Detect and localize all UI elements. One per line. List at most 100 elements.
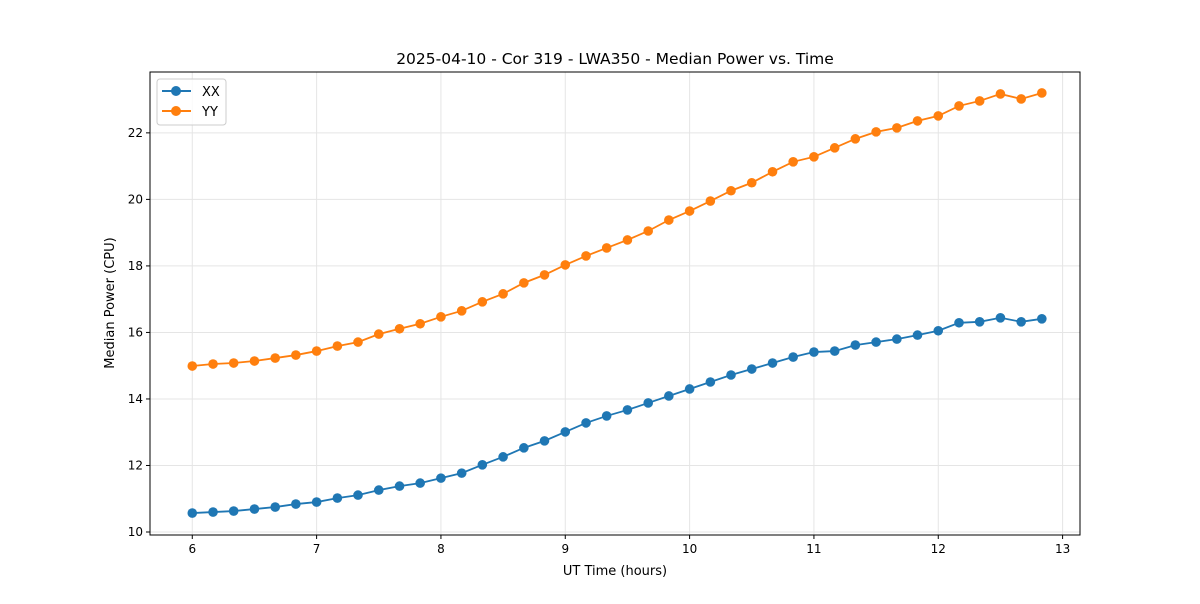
- data-point-xx: [974, 316, 985, 327]
- y-tick-label: 18: [128, 259, 143, 273]
- data-point-yy: [995, 89, 1006, 99]
- y-tick-label: 10: [128, 525, 143, 539]
- x-axis-label: UT Time (hours): [563, 564, 667, 579]
- x-tick-label: 7: [313, 542, 321, 556]
- series-layer: [187, 88, 1047, 518]
- data-point-xx: [995, 313, 1006, 323]
- series-line-yy: [192, 92, 1043, 367]
- data-point-xx: [705, 377, 716, 387]
- data-point-yy: [270, 353, 281, 363]
- data-point-xx: [809, 347, 819, 357]
- data-point-yy: [291, 350, 301, 360]
- data-point-xx: [581, 418, 591, 428]
- data-point-yy: [311, 346, 322, 356]
- grid: [150, 72, 1080, 535]
- legend-xx-label: XX: [202, 85, 220, 100]
- data-point-xx: [1037, 314, 1047, 324]
- data-point-yy: [850, 134, 861, 144]
- series-line-xx: [192, 316, 1042, 514]
- data-point-yy: [746, 177, 757, 188]
- data-point-yy: [353, 337, 363, 347]
- data-point-xx: [498, 452, 508, 462]
- data-point-yy: [767, 166, 778, 177]
- data-point-xx: [270, 502, 281, 512]
- data-point-yy: [477, 297, 488, 307]
- data-point-yy: [394, 323, 405, 334]
- data-point-yy: [581, 251, 591, 261]
- data-point-xx: [850, 340, 861, 350]
- data-point-xx: [456, 468, 467, 478]
- data-point-yy: [871, 127, 881, 137]
- data-point-yy: [208, 359, 218, 369]
- data-point-xx: [249, 504, 260, 514]
- data-point-xx: [353, 490, 363, 500]
- data-point-xx: [767, 358, 778, 368]
- data-point-xx: [291, 499, 301, 509]
- data-point-xx: [519, 443, 529, 453]
- data-point-yy: [664, 215, 674, 225]
- data-point-yy: [622, 235, 633, 245]
- data-point-xx: [477, 460, 488, 470]
- x-tick-label: 11: [806, 542, 821, 556]
- data-point-xx: [954, 317, 964, 328]
- y-tick-label: 14: [128, 392, 143, 406]
- data-point-xx: [746, 364, 757, 374]
- data-point-yy: [809, 152, 819, 162]
- data-point-yy: [456, 306, 467, 316]
- data-point-yy: [560, 260, 571, 270]
- data-point-yy: [954, 101, 964, 111]
- data-point-yy: [539, 270, 550, 280]
- data-point-xx: [560, 427, 571, 437]
- y-tick-label: 20: [128, 192, 143, 206]
- data-point-yy: [187, 361, 198, 371]
- data-point-xx: [933, 325, 944, 336]
- data-point-xx: [726, 370, 736, 380]
- data-point-xx: [187, 508, 198, 518]
- legend: XX YY: [156, 78, 227, 126]
- data-point-xx: [208, 507, 218, 517]
- data-point-xx: [892, 334, 902, 344]
- x-tick-label: 8: [437, 542, 445, 556]
- data-point-yy: [829, 143, 840, 153]
- data-point-yy: [436, 312, 446, 322]
- data-point-xx: [788, 352, 798, 362]
- data-point-yy: [1037, 88, 1047, 98]
- data-point-xx: [311, 497, 322, 507]
- data-point-yy: [705, 196, 716, 206]
- data-point-yy: [643, 226, 653, 236]
- y-axis-label: Median Power (CPU): [103, 237, 118, 368]
- ticks: 6 7 8 9 10 11 12 13 10 12 14 16 18 20 22: [128, 126, 1071, 556]
- data-point-yy: [974, 96, 985, 106]
- x-tick-label: 6: [188, 542, 196, 556]
- x-tick-label: 9: [561, 542, 569, 556]
- data-point-yy: [415, 318, 425, 329]
- x-tick-label: 12: [931, 542, 946, 556]
- data-point-xx: [228, 506, 239, 516]
- data-point-yy: [498, 289, 508, 299]
- data-point-yy: [332, 341, 343, 351]
- y-tick-label: 16: [128, 325, 143, 339]
- x-tick-label: 10: [682, 542, 697, 556]
- data-point-yy: [726, 185, 736, 196]
- data-point-xx: [684, 384, 695, 394]
- data-point-xx: [539, 436, 550, 446]
- data-point-xx: [664, 391, 674, 401]
- data-point-xx: [394, 481, 405, 491]
- data-point-xx: [601, 411, 612, 421]
- legend-yy-marker: [171, 106, 181, 116]
- legend-xx-marker: [171, 86, 181, 96]
- data-point-xx: [912, 330, 923, 340]
- data-point-xx: [871, 337, 881, 347]
- plot-frame: [149, 71, 1081, 536]
- data-point-xx: [373, 485, 384, 495]
- data-point-xx: [415, 478, 425, 488]
- data-point-yy: [684, 206, 695, 216]
- y-tick-label: 12: [128, 458, 143, 472]
- legend-yy-label: YY: [201, 105, 218, 120]
- chart-title: 2025-04-10 - Cor 319 - LWA350 - Median P…: [396, 50, 834, 68]
- data-point-xx: [643, 398, 653, 408]
- x-tick-label: 13: [1055, 542, 1070, 556]
- data-point-yy: [249, 356, 260, 366]
- data-point-xx: [829, 346, 840, 356]
